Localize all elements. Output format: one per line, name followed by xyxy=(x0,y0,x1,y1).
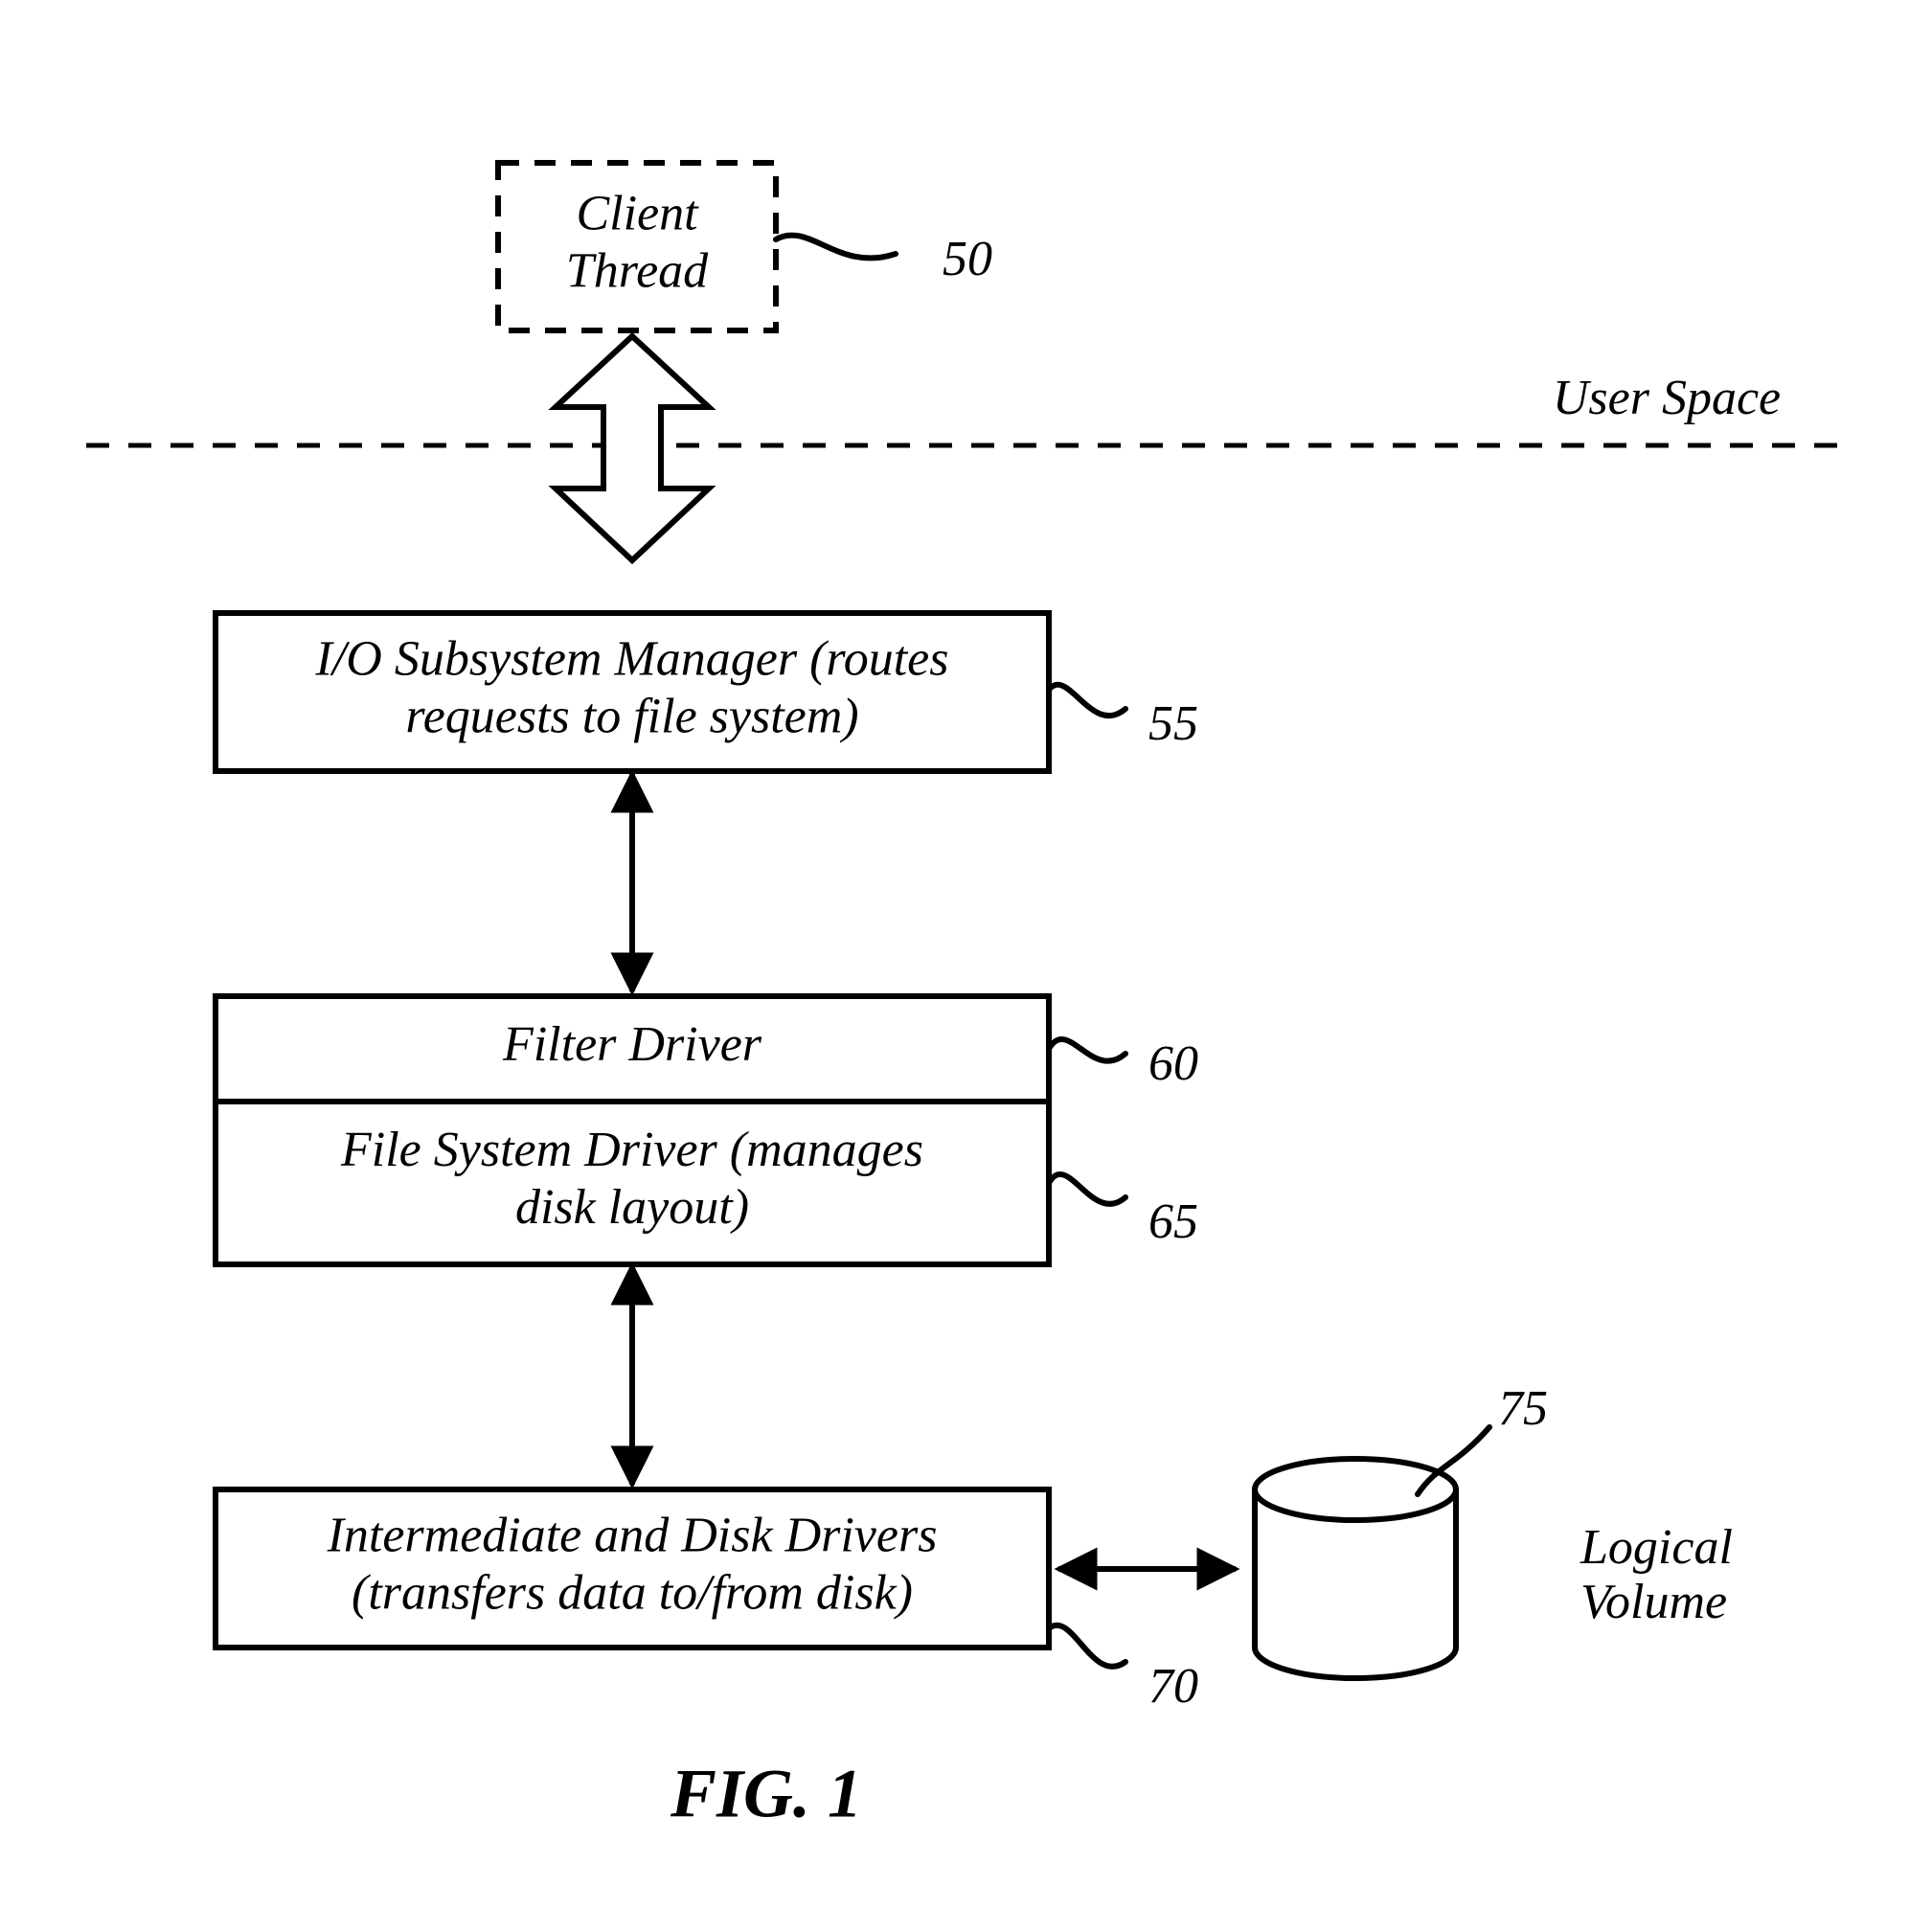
filter-ref-num: 60 xyxy=(1148,1036,1198,1091)
architecture-diagram: User Space ClientThread 50 I/O Subsystem Ma… xyxy=(0,0,1932,1932)
filesys-box: File System Driver (managesdisk layout) 6… xyxy=(216,1102,1198,1264)
disk-box: Intermediate and Disk Drivers(transfers … xyxy=(216,1489,1198,1714)
big-double-arrow xyxy=(556,336,709,560)
filesys-text: File System Driver (manages xyxy=(340,1123,923,1177)
user-space-label: User Space xyxy=(1553,371,1781,425)
filter-box: Filter Driver 60 xyxy=(216,996,1198,1102)
filter-leader xyxy=(1049,1039,1125,1061)
io-ref-num: 55 xyxy=(1148,696,1198,751)
client-leader xyxy=(776,236,896,259)
logical-volume-cylinder: 75 LogicalVolume xyxy=(1255,1381,1733,1678)
figure-label: FIG. 1 xyxy=(670,1756,862,1832)
disk-text: Intermediate and Disk Drivers xyxy=(327,1509,938,1563)
disk-leader xyxy=(1049,1625,1125,1667)
logical-volume-label: Logical xyxy=(1580,1520,1733,1575)
io-text: I/O Subsystem Manager (routes xyxy=(315,632,949,687)
filesys-leader xyxy=(1049,1174,1125,1204)
cylinder-ref-num: 75 xyxy=(1498,1381,1548,1436)
client-ref-num: 50 xyxy=(943,232,992,286)
client-text: Client xyxy=(576,187,699,241)
io-leader xyxy=(1049,685,1125,716)
filter-text: Filter Driver xyxy=(502,1017,762,1072)
disk-ref-num: 70 xyxy=(1148,1659,1198,1714)
filesys-text: disk layout) xyxy=(515,1180,749,1235)
io-box: I/O Subsystem Manager (routesrequests to… xyxy=(216,613,1198,771)
client-box: ClientThread 50 xyxy=(498,163,992,330)
logical-volume-label: Volume xyxy=(1580,1575,1727,1629)
disk-text: (transfers data to/from disk) xyxy=(352,1565,913,1620)
io-text: requests to file system) xyxy=(405,689,858,743)
filesys-ref-num: 65 xyxy=(1148,1194,1198,1249)
client-text: Thread xyxy=(566,243,709,298)
